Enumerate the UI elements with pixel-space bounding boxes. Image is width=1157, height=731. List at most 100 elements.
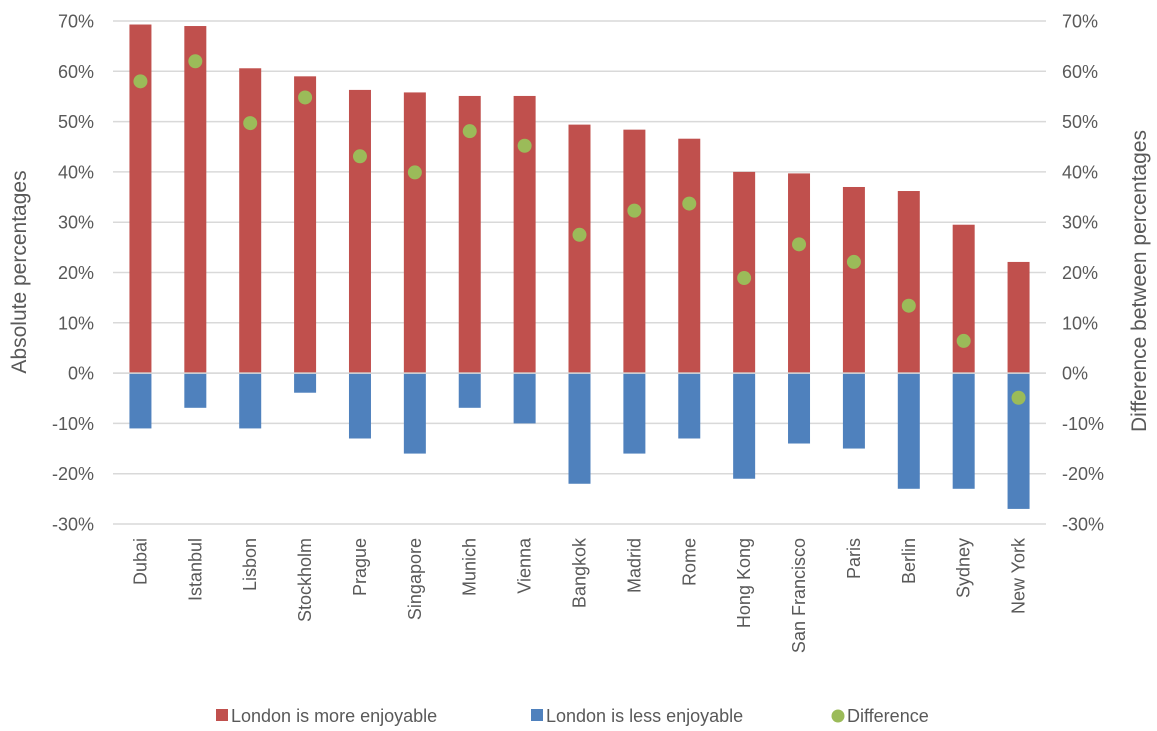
difference-point xyxy=(462,124,477,139)
bar-less-enjoyable xyxy=(623,373,646,454)
difference-point xyxy=(243,116,258,131)
bar-less-enjoyable xyxy=(294,373,317,393)
bar-less-enjoyable xyxy=(403,373,426,454)
bar-less-enjoyable xyxy=(733,373,756,479)
y2-tick-label: 40% xyxy=(1062,162,1098,182)
bar-more-enjoyable xyxy=(623,129,646,374)
y-tick-label: -20% xyxy=(52,464,94,484)
bar-more-enjoyable xyxy=(239,68,262,374)
y2-tick-label: 50% xyxy=(1062,112,1098,132)
bar-more-enjoyable xyxy=(952,224,975,374)
y-tick-label: 40% xyxy=(58,162,94,182)
y-tick-label: 30% xyxy=(58,213,94,233)
bar-less-enjoyable xyxy=(788,373,811,444)
y-tick-label: -10% xyxy=(52,414,94,434)
category-label: Vienna xyxy=(515,537,535,594)
legend: London is more enjoyable London is less … xyxy=(216,706,929,726)
difference-point xyxy=(627,203,642,218)
difference-point xyxy=(133,74,148,89)
bar-more-enjoyable xyxy=(129,24,152,374)
bar-more-enjoyable xyxy=(294,76,317,374)
category-label: San Francisco xyxy=(789,538,809,653)
bar-more-enjoyable xyxy=(1007,261,1030,374)
y-tick-label: 20% xyxy=(58,263,94,283)
bar-less-enjoyable xyxy=(184,373,207,408)
bar-more-enjoyable xyxy=(403,92,426,374)
category-label: Stockholm xyxy=(295,538,315,622)
bar-less-enjoyable xyxy=(1007,373,1030,509)
bar-more-enjoyable xyxy=(678,138,701,374)
difference-point xyxy=(298,90,313,105)
legend-label-difference: Difference xyxy=(847,706,929,726)
bar-less-enjoyable xyxy=(513,373,536,424)
y2-tick-label: 0% xyxy=(1062,364,1088,384)
category-label: Madrid xyxy=(624,538,644,593)
bar-more-enjoyable xyxy=(788,173,811,374)
difference-point xyxy=(792,237,807,252)
legend-label-more: London is more enjoyable xyxy=(231,706,437,726)
bar-less-enjoyable xyxy=(458,373,481,408)
y2-tick-label: 60% xyxy=(1062,62,1098,82)
category-label: Munich xyxy=(460,538,480,596)
y2-tick-label: 20% xyxy=(1062,263,1098,283)
difference-point xyxy=(188,54,203,69)
bar-more-enjoyable xyxy=(568,124,591,374)
difference-point xyxy=(352,149,367,164)
bar-more-enjoyable xyxy=(458,95,481,374)
bar-less-enjoyable xyxy=(239,373,262,429)
y-tick-label: 0% xyxy=(68,364,94,384)
y2-tick-label: 10% xyxy=(1062,313,1098,333)
y-tick-label: 10% xyxy=(58,313,94,333)
category-label: Bangkok xyxy=(570,537,590,608)
difference-point xyxy=(517,138,532,153)
bar-less-enjoyable xyxy=(678,373,701,439)
y-tick-label: 70% xyxy=(58,12,94,32)
difference-point xyxy=(901,298,916,313)
difference-point xyxy=(682,196,697,211)
y-tick-label: -30% xyxy=(52,515,94,535)
legend-label-less: London is less enjoyable xyxy=(546,706,743,726)
category-label: Dubai xyxy=(130,538,150,585)
y2-tick-label: 70% xyxy=(1062,12,1098,32)
y2-axis-title: Difference between percentages xyxy=(1128,130,1151,432)
bar-more-enjoyable xyxy=(348,89,371,374)
y2-tick-label: 30% xyxy=(1062,213,1098,233)
difference-point xyxy=(572,227,587,242)
bar-more-enjoyable xyxy=(842,186,865,374)
category-labels: Dubai Istanbul Lisbon Stockholm Prague Singap… xyxy=(130,537,1028,653)
legend-marker-difference xyxy=(831,709,845,723)
category-label: Rome xyxy=(679,538,699,586)
category-label: Berlin xyxy=(899,538,919,584)
y-tick-label: 50% xyxy=(58,112,94,132)
bar-less-enjoyable xyxy=(952,373,975,489)
difference-point xyxy=(737,271,752,286)
bar-more-enjoyable xyxy=(513,95,536,374)
difference-point xyxy=(846,254,861,269)
y-tick-label: 60% xyxy=(58,62,94,82)
bar-less-enjoyable xyxy=(348,373,371,439)
difference-point xyxy=(956,333,971,348)
category-label: New York xyxy=(1009,537,1029,614)
bar-less-enjoyable xyxy=(568,373,591,484)
category-label: Sydney xyxy=(954,538,974,598)
right-axis-ticks: 70% 60% 50% 40% 30% 20% 10% 0% -10% -20% -30% xyxy=(1062,12,1104,535)
y2-tick-label: -10% xyxy=(1062,414,1104,434)
bar-more-enjoyable xyxy=(184,26,207,374)
bar-less-enjoyable xyxy=(842,373,865,449)
category-label: Paris xyxy=(844,538,864,579)
y-axis-title: Absolute percentages xyxy=(8,170,31,373)
y2-tick-label: -20% xyxy=(1062,464,1104,484)
category-label: Singapore xyxy=(405,538,425,620)
difference-points xyxy=(133,54,1026,405)
bar-more-enjoyable xyxy=(897,191,920,374)
bar-less-enjoyable xyxy=(129,373,152,429)
category-label: Lisbon xyxy=(240,538,260,591)
bars xyxy=(129,24,1030,509)
category-label: Prague xyxy=(350,538,370,596)
legend-swatch-less xyxy=(531,709,543,721)
legend-swatch-more xyxy=(216,709,228,721)
category-label: Hong Kong xyxy=(734,538,754,628)
y2-tick-label: -30% xyxy=(1062,515,1104,535)
difference-point xyxy=(1011,390,1026,405)
